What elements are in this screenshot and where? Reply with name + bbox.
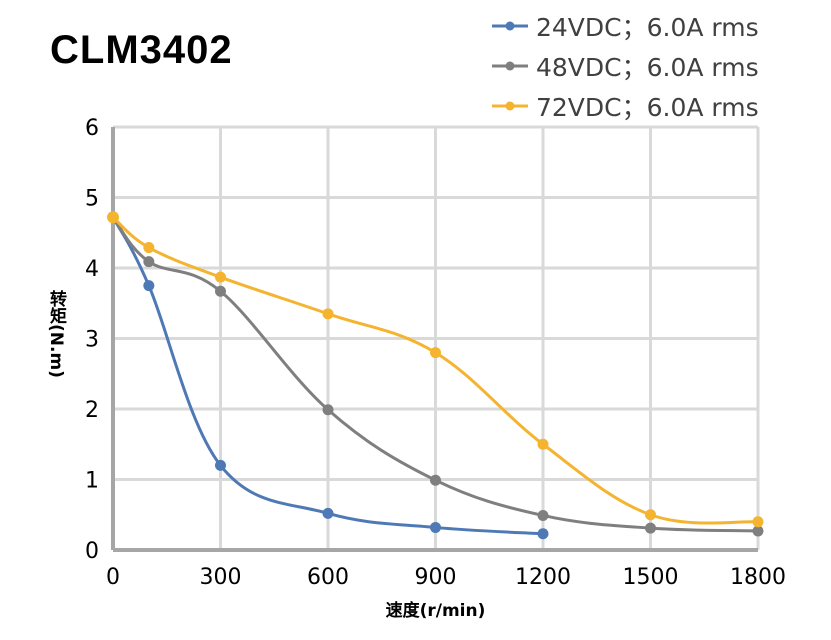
- legend-marker: [505, 101, 515, 111]
- y-tick-label: 6: [85, 116, 99, 141]
- legend-marker: [505, 61, 515, 71]
- x-tick-label: 600: [307, 565, 349, 590]
- chart-title: CLM3402: [50, 28, 233, 72]
- legend-label: 48VDC；6.0A rms: [536, 53, 759, 82]
- data-point: [430, 474, 441, 486]
- data-point: [537, 528, 549, 540]
- data-point: [215, 459, 226, 471]
- y-tick-label: 3: [85, 328, 99, 353]
- x-tick-label: 0: [106, 565, 120, 590]
- data-point: [322, 308, 334, 320]
- data-point: [645, 509, 656, 521]
- data-point: [143, 242, 155, 254]
- legend-swatch-2: [492, 101, 528, 111]
- series-line-1: [111, 216, 759, 533]
- data-point: [752, 516, 764, 528]
- x-tick-label: 300: [200, 565, 242, 590]
- legend-item: 72VDC；6.0A rms: [490, 86, 759, 126]
- legend-swatch-1: [492, 61, 528, 71]
- x-axis-label: 速度(r/min): [385, 601, 486, 621]
- data-point: [537, 509, 549, 521]
- data-point: [430, 347, 441, 359]
- x-tick-label: 1200: [515, 565, 571, 590]
- legend-item: 24VDC；6.0A rms: [490, 6, 759, 46]
- data-point: [430, 521, 441, 533]
- y-tick-label: 1: [85, 469, 99, 494]
- y-tick-label: 5: [85, 187, 99, 212]
- y-tick-label: 2: [85, 398, 99, 423]
- y-tick-label: 4: [85, 257, 99, 282]
- data-point: [215, 285, 226, 297]
- x-tick-label: 1500: [623, 565, 679, 590]
- series-line-2: [111, 216, 759, 525]
- legend-marker: [505, 21, 515, 31]
- data-point: [537, 438, 549, 450]
- x-tick-label: 900: [415, 565, 457, 590]
- data-point: [322, 404, 334, 416]
- x-tick-label: 1800: [730, 565, 786, 590]
- data-point: [645, 522, 656, 534]
- data-point: [322, 507, 334, 519]
- legend: 24VDC；6.0A rms 48VDC；6.0A rms 72VDC；6.0A…: [490, 6, 759, 126]
- y-axis-label: 转矩(N.m): [46, 290, 66, 378]
- legend-label: 24VDC；6.0A rms: [536, 13, 759, 42]
- legend-swatch-0: [492, 21, 528, 31]
- data-point: [143, 280, 155, 292]
- legend-item: 48VDC；6.0A rms: [490, 46, 759, 86]
- y-tick-label: 0: [85, 539, 99, 564]
- legend-label: 72VDC；6.0A rms: [536, 93, 759, 122]
- data-point: [107, 211, 119, 224]
- data-point: [752, 525, 764, 537]
- data-point: [215, 271, 226, 283]
- data-point: [143, 256, 155, 268]
